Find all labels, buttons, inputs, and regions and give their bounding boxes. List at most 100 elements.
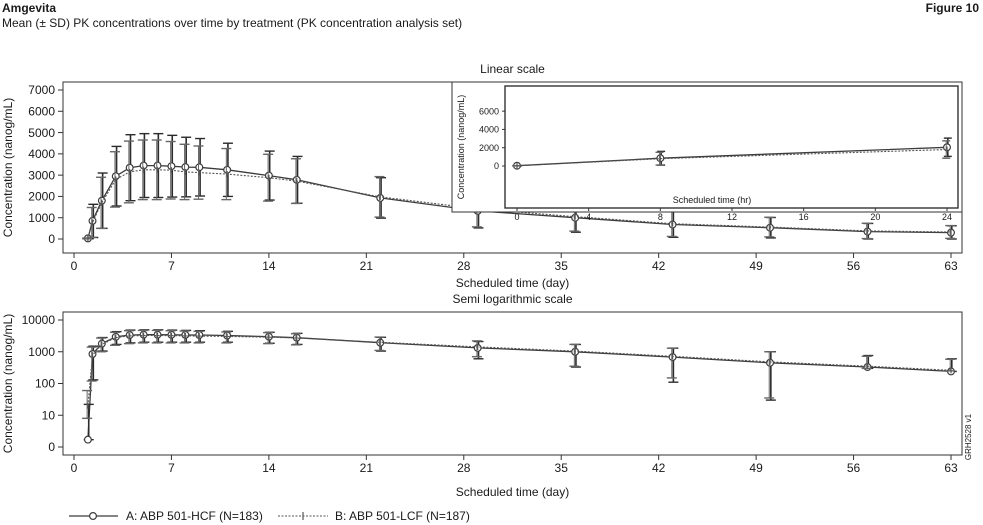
- x-tick-label: 0: [514, 212, 519, 222]
- y-tick-label: 3000: [28, 168, 55, 182]
- x-tick-label: 49: [749, 461, 763, 475]
- figure-number: Figure 10: [925, 1, 979, 15]
- x-tick-label: 7: [168, 259, 175, 273]
- y-tick-label: 6000: [28, 104, 55, 118]
- x-axis-label: Scheduled time (day): [456, 276, 569, 290]
- series-b: [82, 139, 956, 242]
- error-bar: [179, 143, 190, 201]
- y-tick-label: 7000: [28, 83, 55, 97]
- x-axis-label: Scheduled time (hr): [673, 195, 752, 205]
- side-code-label: GRH2528 v1: [964, 413, 973, 460]
- panel-title: Semi logarithmic scale: [452, 292, 572, 306]
- error-bar: [96, 176, 107, 230]
- error-bar: [374, 336, 385, 352]
- error-bar: [193, 145, 204, 200]
- x-tick-label: 0: [71, 461, 78, 475]
- error-bar: [137, 139, 148, 201]
- y-tick-label: 4000: [479, 125, 499, 135]
- y-tick-label: 0: [48, 440, 55, 454]
- x-tick-label: 14: [262, 461, 276, 475]
- x-tick-label: 21: [360, 259, 374, 273]
- y-tick-label: 4000: [28, 147, 55, 161]
- error-bar: [263, 331, 274, 345]
- report-title: Amgevita: [2, 1, 57, 15]
- error-bar: [137, 329, 148, 344]
- x-tick-label: 20: [870, 212, 880, 222]
- panel-log: 0 10 100 1000 10000 0 7 14 21 28 35 42 49 56 63 Concent…: [1, 292, 963, 499]
- x-axis-label: Scheduled time (day): [456, 485, 569, 499]
- x-tick-label: 14: [262, 259, 276, 273]
- error-bar: [221, 331, 232, 344]
- x-tick-label: 28: [457, 259, 471, 273]
- y-tick-label: 10: [42, 408, 56, 422]
- error-bar: [221, 147, 232, 201]
- legend: A: ABP 501-HCF (N=183) B: ABP 501-LCF (N=…: [69, 509, 470, 523]
- error-bar: [83, 403, 94, 441]
- y-tick-label: 10000: [22, 313, 56, 327]
- legend-label-b: B: ABP 501-LCF (N=187): [335, 509, 470, 523]
- error-bar: [570, 343, 581, 368]
- error-bar: [86, 206, 97, 238]
- x-tick-label: 35: [555, 461, 569, 475]
- error-bar: [861, 222, 872, 240]
- x-tick-label: 42: [652, 259, 666, 273]
- error-bar: [109, 151, 120, 208]
- series-line: [87, 169, 952, 239]
- y-tick-label: 2000: [479, 143, 499, 153]
- y-tick-label: 100: [35, 377, 55, 391]
- x-tick-label: 56: [847, 259, 861, 273]
- x-tick-label: 4: [586, 212, 591, 222]
- series-b: [82, 329, 956, 420]
- error-bar: [764, 216, 775, 238]
- x-tick-label: 56: [847, 461, 861, 475]
- x-tick-label: 35: [555, 259, 569, 273]
- y-axis-label: Concentration (nanog/mL): [1, 98, 15, 237]
- error-bar: [569, 343, 580, 367]
- y-tick-label: 6000: [479, 106, 499, 116]
- y-tick-label: 1000: [28, 345, 55, 359]
- x-tick-label: 8: [658, 212, 663, 222]
- y-tick-label: 0: [48, 232, 55, 246]
- x-tick-label: 12: [727, 212, 737, 222]
- error-bar: [96, 337, 107, 353]
- x-tick-label: 0: [71, 259, 78, 273]
- error-bar: [655, 151, 664, 166]
- y-axis-label: Concentration (nanog/mL): [1, 314, 15, 453]
- x-tick-label: 49: [749, 259, 763, 273]
- error-bar: [374, 175, 385, 218]
- panel-inset: 0 2000 4000 6000 0 4 8 12 16 20 24 Concentration (n…: [451, 81, 963, 222]
- y-tick-label: 0: [494, 161, 499, 171]
- error-bar: [861, 355, 872, 370]
- x-tick-label: 24: [942, 212, 952, 222]
- error-bar: [764, 351, 775, 399]
- panel-title: Linear scale: [480, 62, 545, 76]
- x-tick-label: 63: [944, 461, 958, 475]
- series-line: [87, 334, 952, 406]
- series-a: [83, 329, 957, 444]
- legend-marker-a: [88, 511, 97, 520]
- x-tick-label: 63: [944, 259, 958, 273]
- error-bar: [942, 140, 951, 159]
- error-bar: [86, 346, 97, 382]
- error-bar: [471, 340, 482, 358]
- error-bar: [109, 331, 120, 346]
- x-tick-label: 21: [360, 461, 374, 475]
- y-tick-label: 1000: [28, 211, 55, 225]
- x-tick-label: 28: [457, 461, 471, 475]
- error-bar: [82, 237, 93, 240]
- x-tick-label: 7: [168, 461, 175, 475]
- error-bar: [165, 140, 176, 200]
- error-bar: [290, 333, 301, 346]
- legend-label-a: A: ABP 501-HCF (N=183): [126, 509, 263, 523]
- error-bar: [151, 329, 162, 344]
- series-b: [512, 140, 951, 169]
- error-bar: [123, 330, 134, 345]
- figure-subtitle: Mean (± SD) PK concentrations over time …: [2, 16, 463, 30]
- y-tick-label: 2000: [28, 190, 55, 204]
- error-bar: [82, 389, 93, 420]
- error-bar: [193, 330, 204, 344]
- error-bar: [123, 140, 134, 204]
- x-tick-label: 16: [799, 212, 809, 222]
